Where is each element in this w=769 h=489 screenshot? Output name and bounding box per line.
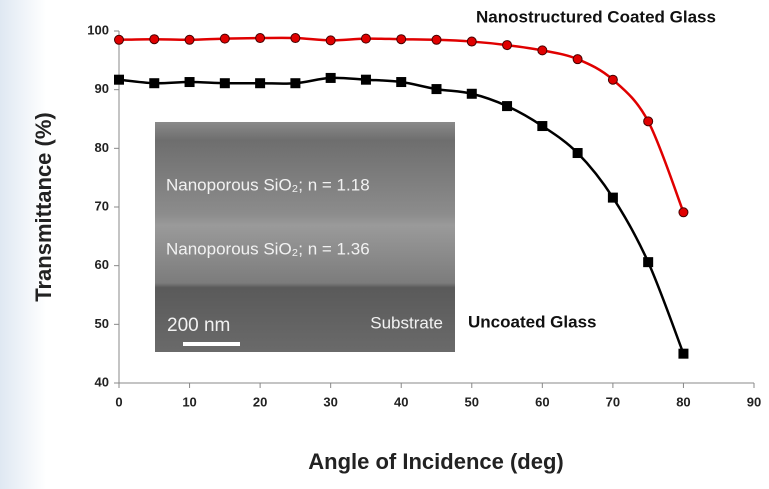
x-tick-label: 60 — [535, 394, 549, 409]
marker — [185, 35, 194, 44]
x-tick-label: 50 — [465, 394, 479, 409]
chart: Nanoporous SiO₂; n = 1.18 Nanoporous SiO₂… — [0, 0, 769, 489]
marker — [573, 148, 583, 158]
series-label: Nanostructured Coated Glass — [476, 7, 716, 26]
marker — [361, 34, 370, 43]
marker — [467, 37, 476, 46]
y-tick-label: 100 — [87, 22, 109, 37]
marker — [255, 78, 265, 88]
marker — [326, 73, 336, 83]
x-tick-label: 30 — [323, 394, 337, 409]
y-axis-title: Transmittance (%) — [31, 112, 56, 302]
x-tick-label: 70 — [606, 394, 620, 409]
marker — [149, 78, 159, 88]
series-label: Uncoated Glass — [468, 312, 597, 331]
marker — [502, 101, 512, 111]
marker — [397, 35, 406, 44]
inset-label: Nanoporous SiO₂; n = 1.18 — [166, 175, 370, 194]
marker — [150, 35, 159, 44]
marker — [643, 257, 653, 267]
x-tick-label: 10 — [182, 394, 196, 409]
marker — [608, 75, 617, 84]
marker — [467, 89, 477, 99]
x-tick-label: 20 — [253, 394, 267, 409]
marker — [573, 55, 582, 64]
marker — [432, 35, 441, 44]
marker — [679, 208, 688, 217]
x-tick-label: 40 — [394, 394, 408, 409]
x-tick-label: 80 — [676, 394, 690, 409]
marker — [608, 193, 618, 203]
inset-label: Nanoporous SiO₂; n = 1.36 — [166, 239, 370, 258]
marker — [290, 78, 300, 88]
marker — [644, 117, 653, 126]
marker — [432, 84, 442, 94]
inset-label: Substrate — [370, 313, 443, 332]
marker — [503, 41, 512, 50]
marker — [537, 121, 547, 131]
marker — [361, 75, 371, 85]
marker — [114, 75, 124, 85]
y-tick-label: 90 — [95, 81, 109, 96]
marker — [220, 34, 229, 43]
marker — [185, 77, 195, 87]
y-tick-label: 70 — [95, 198, 109, 213]
y-tick-label: 60 — [95, 257, 109, 272]
scale-bar — [183, 342, 240, 346]
x-axis-title: Angle of Incidence (deg) — [308, 449, 563, 474]
y-tick-label: 80 — [95, 140, 109, 155]
marker — [256, 34, 265, 43]
x-tick-label: 0 — [115, 394, 122, 409]
marker — [291, 34, 300, 43]
marker — [220, 78, 230, 88]
marker — [115, 35, 124, 44]
marker — [326, 36, 335, 45]
x-tick-label: 90 — [747, 394, 761, 409]
marker — [538, 46, 547, 55]
marker — [678, 349, 688, 359]
y-tick-label: 40 — [95, 374, 109, 389]
inset-image: Nanoporous SiO₂; n = 1.18 Nanoporous SiO₂… — [155, 122, 455, 352]
y-tick-label: 50 — [95, 316, 109, 331]
marker — [396, 77, 406, 87]
inset-label: 200 nm — [167, 315, 230, 336]
